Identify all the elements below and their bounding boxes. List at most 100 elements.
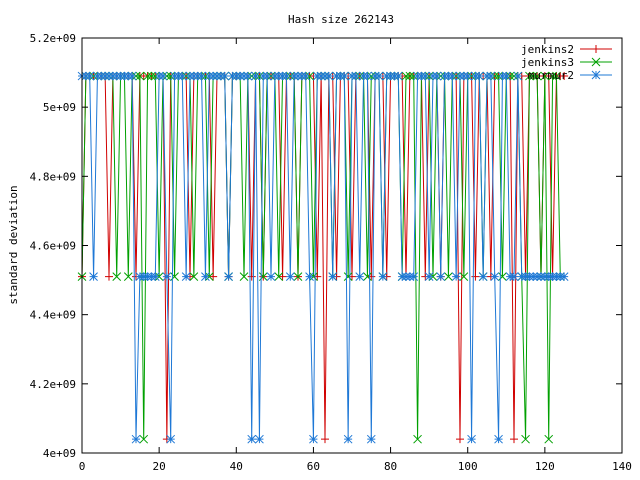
murmur2-point — [494, 434, 503, 444]
murmur2-point — [463, 71, 473, 81]
legend-label-murmur2: murmur2 — [528, 69, 574, 82]
murmur2-point — [251, 71, 260, 81]
murmur2-point — [243, 71, 253, 81]
murmur2-point — [177, 71, 187, 81]
murmur2-point — [266, 272, 276, 281]
legend-label-jenkins2: jenkins2 — [521, 43, 574, 56]
murmur2-point — [447, 71, 457, 81]
murmur2-point — [220, 71, 230, 81]
y-tick-label: 4e+09 — [43, 447, 76, 460]
jenkins3-point — [540, 71, 550, 81]
series-murmur2 — [77, 71, 569, 444]
murmur2-point — [374, 71, 384, 81]
jenkins3-point — [170, 272, 179, 281]
x-tick-label: 100 — [458, 460, 478, 473]
murmur2-point — [343, 434, 353, 444]
y-tick-label: 4.6e+09 — [30, 240, 76, 253]
x-tick-label: 40 — [230, 460, 243, 473]
jenkins3-point — [258, 272, 268, 281]
jenkins3-point — [532, 71, 542, 81]
jenkins3-point — [189, 272, 199, 281]
murmur2-point — [201, 272, 210, 281]
murmur2-point — [89, 272, 98, 281]
murmur2-point — [366, 434, 376, 444]
jenkins2-point — [278, 272, 287, 281]
murmur2-point — [378, 272, 388, 281]
murmur2-point — [513, 71, 523, 81]
murmur2-point — [451, 272, 461, 281]
y-tick-label: 4.4e+09 — [30, 309, 76, 322]
jenkins3-point — [139, 434, 149, 444]
jenkins3-point — [413, 434, 422, 444]
murmur2-point — [158, 71, 168, 81]
jenkins2-point — [471, 272, 480, 281]
legend-marker-jenkins3 — [591, 57, 601, 67]
murmur2-point — [409, 272, 419, 281]
murmur2-point — [224, 272, 233, 281]
murmur2-point — [85, 71, 95, 81]
y-tick-label: 5.2e+09 — [30, 32, 76, 45]
jenkins2-point — [321, 435, 329, 444]
jenkins2-point — [560, 72, 569, 81]
jenkins3-point — [343, 272, 353, 281]
x-tick-label: 80 — [384, 460, 397, 473]
x-tick-label: 20 — [153, 460, 166, 473]
x-tick-label: 120 — [535, 460, 555, 473]
murmur2-point — [474, 71, 484, 81]
y-tick-label: 4.2e+09 — [30, 378, 76, 391]
chart-title: Hash size 262143 — [288, 13, 394, 26]
series-layer — [77, 71, 569, 444]
jenkins3-point — [401, 71, 411, 81]
jenkins3-point — [239, 272, 249, 281]
y-tick-label: 5e+09 — [43, 101, 76, 114]
jenkins2-point — [510, 435, 518, 444]
jenkins3-point — [293, 272, 303, 281]
murmur2-point — [559, 272, 569, 281]
murmur2-point — [305, 272, 314, 281]
murmur2-point — [436, 272, 446, 281]
murmur2-point — [420, 71, 430, 81]
murmur2-point — [501, 71, 511, 81]
murmur2-point — [478, 272, 488, 281]
jenkins3-point — [552, 71, 561, 81]
jenkins3-point — [459, 272, 469, 281]
murmur2-point — [309, 434, 318, 444]
murmur2-point — [424, 272, 434, 281]
jenkins2-point — [456, 435, 464, 444]
jenkins3-point — [112, 272, 122, 281]
murmur2-point — [150, 272, 160, 281]
jenkins3-point — [498, 272, 507, 281]
murmur2-point — [301, 71, 311, 81]
jenkins3-point — [274, 272, 284, 281]
jenkins2-point — [544, 72, 553, 81]
murmur2-point — [127, 71, 137, 81]
legend-marker-jenkins2 — [592, 45, 600, 53]
murmur2-point — [181, 272, 191, 281]
jenkins3-point — [528, 71, 538, 81]
jenkins3-point — [135, 71, 145, 81]
jenkins3-point — [521, 434, 530, 444]
murmur2-point — [285, 272, 295, 281]
murmur2-point — [363, 71, 372, 81]
murmur2-point — [467, 434, 476, 444]
murmur2-point — [247, 434, 257, 444]
jenkins2-point — [209, 272, 218, 281]
jenkins3-point — [147, 71, 156, 81]
x-tick-label: 140 — [612, 460, 632, 473]
murmur2-point — [486, 71, 496, 81]
murmur2-point — [432, 71, 442, 81]
murmur2-point — [339, 71, 349, 81]
jenkins3-point — [123, 272, 133, 281]
jenkins3-point — [143, 71, 152, 81]
axes-layer: 0 20 40 60 80 100 120 140 4e+09 4.2e+09 4.4e+09 4.6… — [30, 32, 632, 473]
murmur2-point — [355, 272, 365, 281]
murmur2-point — [166, 434, 176, 444]
x-tick-label: 60 — [307, 460, 320, 473]
jenkins2-point — [313, 272, 322, 281]
jenkins3-point — [405, 71, 415, 81]
murmur2-point — [197, 71, 206, 81]
legend-label-jenkins3: jenkins3 — [521, 56, 574, 69]
murmur2-point — [262, 71, 272, 81]
